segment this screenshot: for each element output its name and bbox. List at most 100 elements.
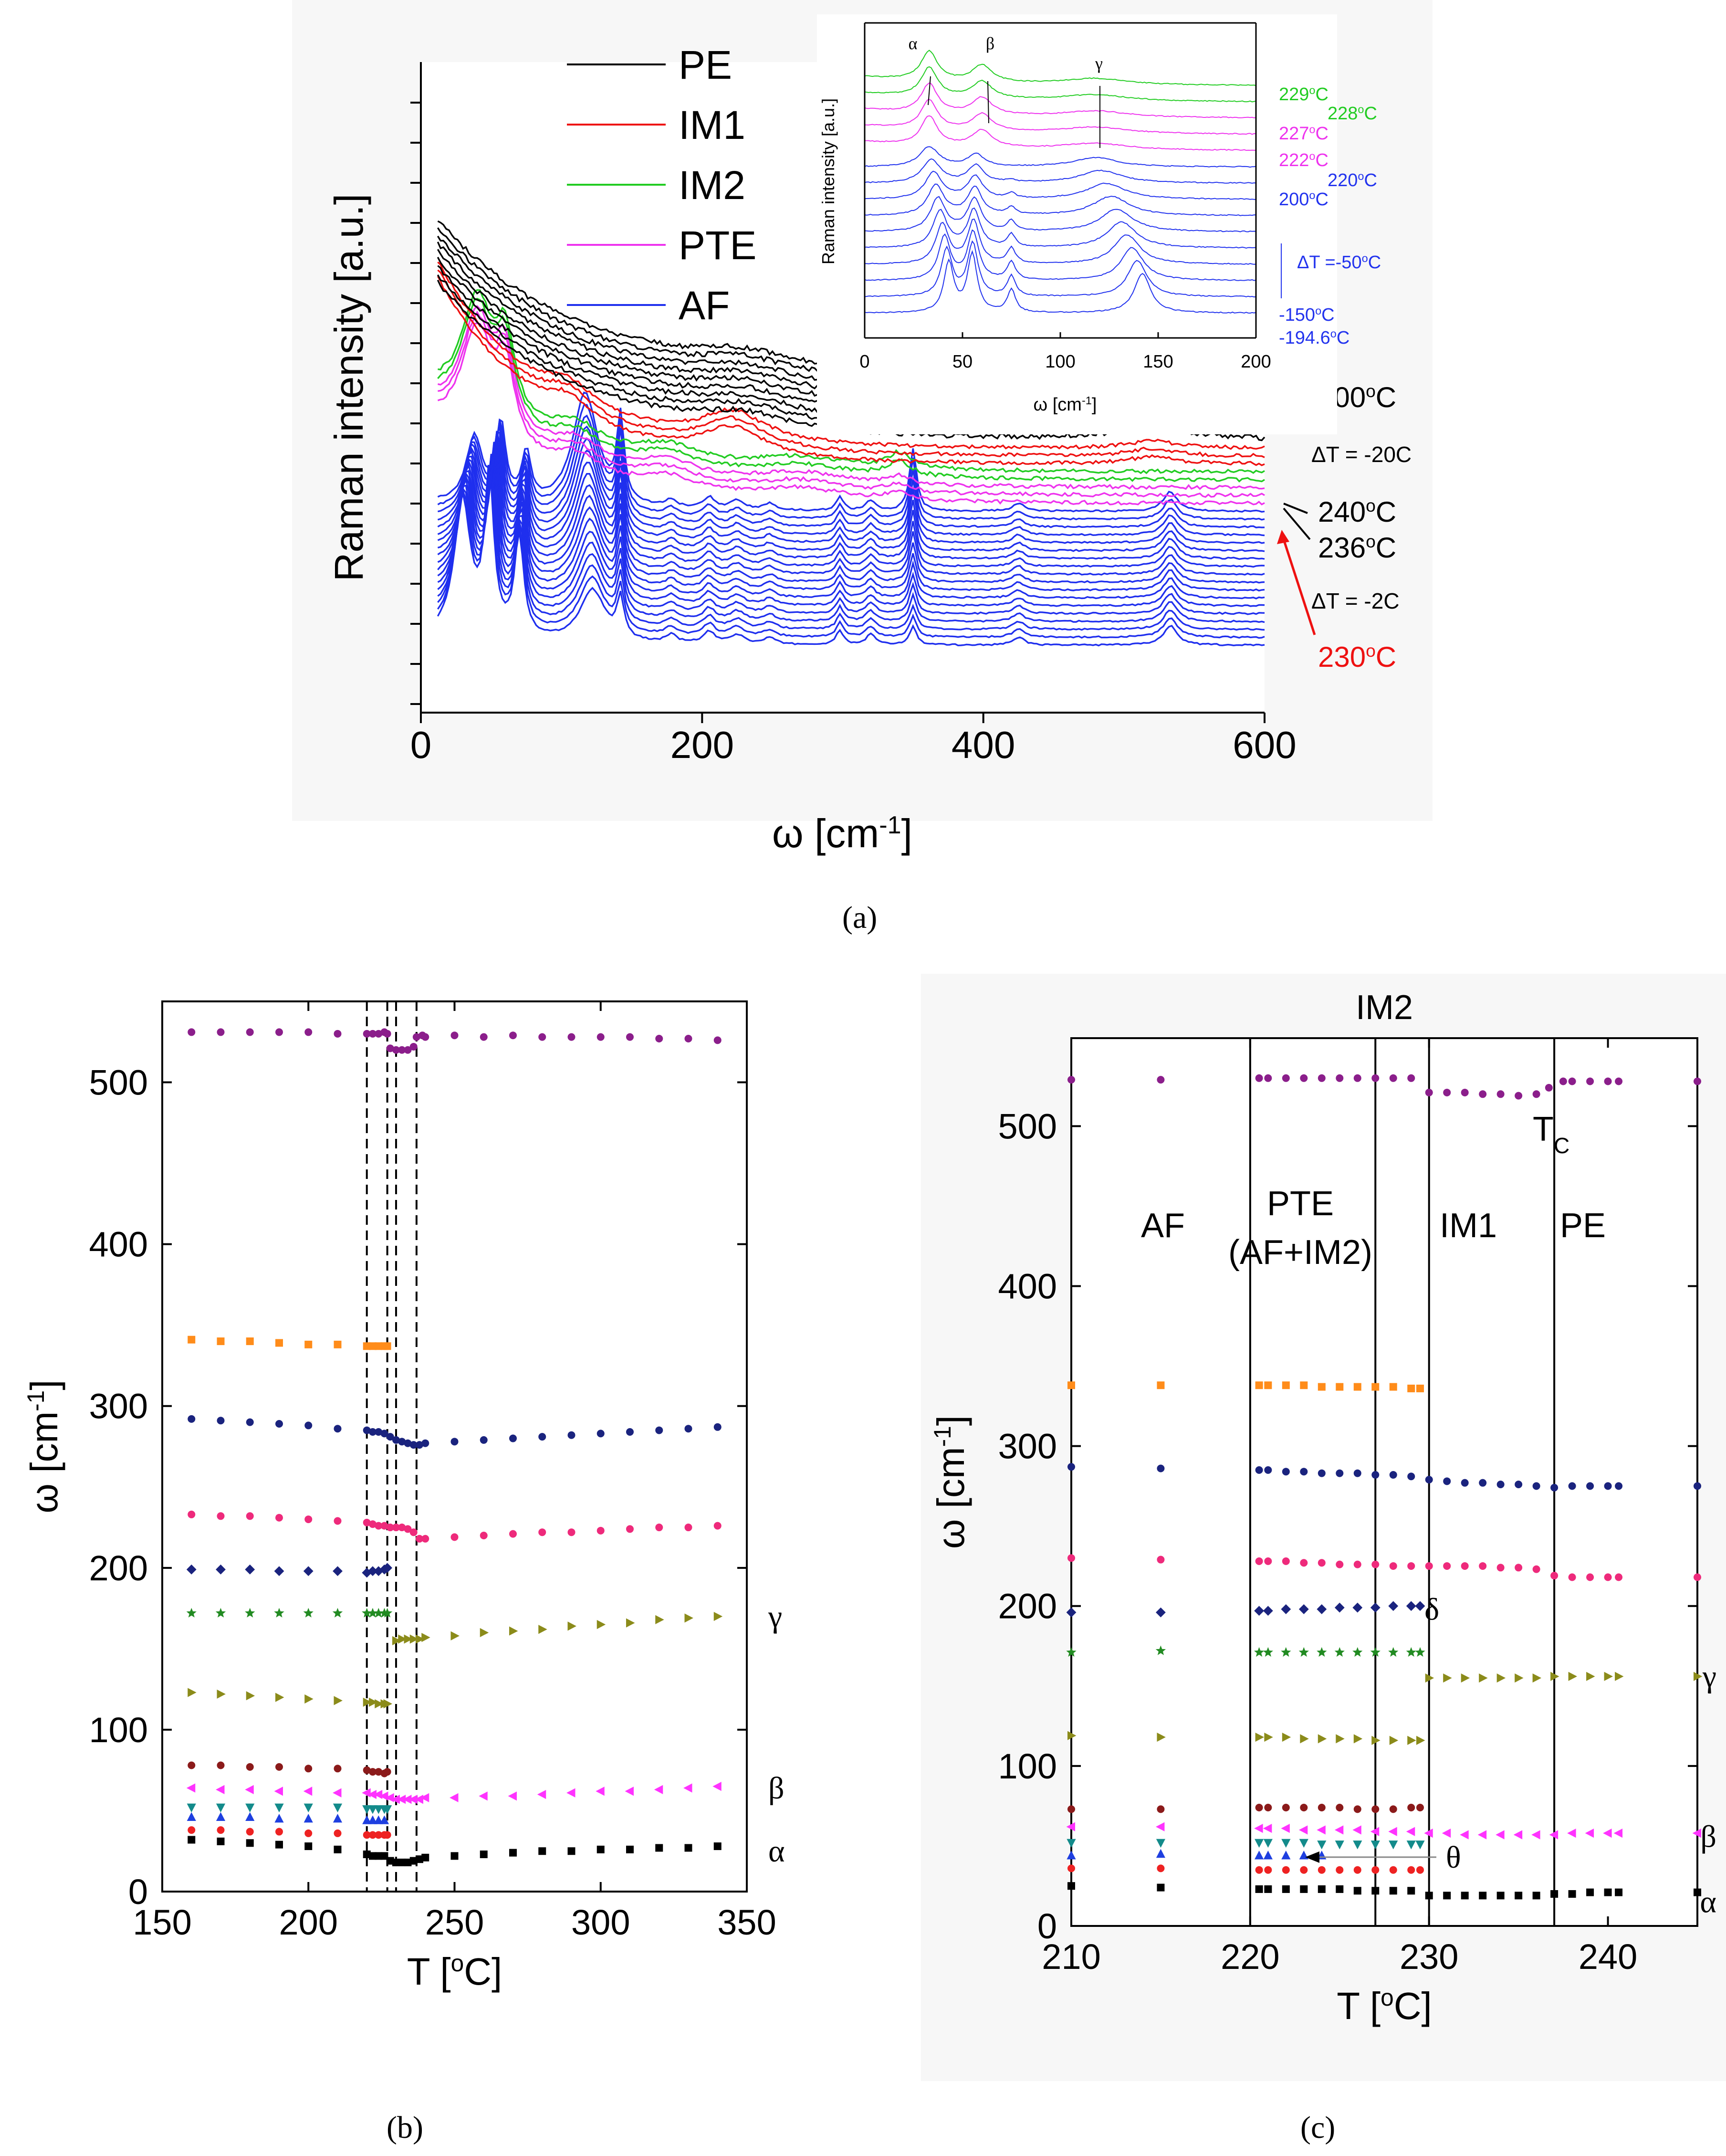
markers xyxy=(186,1028,723,1866)
marker-diamond xyxy=(1406,1601,1416,1611)
marker-triangle-left xyxy=(683,1783,692,1793)
marker-triangle-down xyxy=(187,1803,196,1813)
label-part: o xyxy=(1362,252,1368,264)
marker-triangle-right xyxy=(1461,1673,1470,1683)
marker-diamond xyxy=(367,1566,378,1576)
series-series_alpha xyxy=(188,1836,722,1866)
marker-circle xyxy=(1067,1864,1075,1872)
label-part: C xyxy=(1376,532,1396,564)
marker-square xyxy=(626,1845,634,1853)
marker-square xyxy=(404,1858,412,1866)
inset: 0 50 100 150 200 ω [cm-1] Raman intensity [a.u… xyxy=(817,14,1381,434)
marker-circle xyxy=(246,1828,254,1836)
marker-circle xyxy=(380,1430,388,1438)
inset-temperature-label: -194.6oC xyxy=(1279,327,1349,348)
marker-square xyxy=(1157,1381,1165,1389)
marker-triangle-left xyxy=(1317,1825,1326,1835)
label-part: C xyxy=(1316,150,1328,170)
spectrum-af xyxy=(437,464,1265,647)
marker-triangle-right xyxy=(1568,1672,1577,1681)
marker-triangle-up xyxy=(1156,1849,1166,1858)
marker-triangle-down xyxy=(1406,1840,1416,1850)
marker-circle xyxy=(1255,1866,1263,1874)
marker-triangle-right xyxy=(1264,1732,1273,1742)
marker-diamond xyxy=(1156,1607,1166,1618)
marker-square xyxy=(1336,1383,1344,1391)
caption-a: (a) xyxy=(842,900,878,935)
label-part: o xyxy=(1330,327,1337,340)
marker-triangle-left xyxy=(450,1793,459,1802)
marker-diamond xyxy=(1254,1606,1264,1616)
plot-frame xyxy=(1070,1037,1698,1927)
marker-triangle-left xyxy=(1460,1830,1469,1840)
marker-circle xyxy=(363,1030,371,1038)
y-tick-label: 300 xyxy=(89,1387,148,1426)
marker-triangle-up xyxy=(187,1812,196,1821)
marker-triangle-right xyxy=(1416,1735,1425,1745)
marker-triangle-left xyxy=(414,1795,423,1804)
marker-circle xyxy=(304,1421,313,1430)
marker-circle xyxy=(1371,1560,1380,1568)
marker-star xyxy=(1406,1647,1416,1657)
spectrum-af xyxy=(437,391,1265,513)
label-part: o xyxy=(1366,641,1376,661)
label-part: 230 xyxy=(1318,641,1366,673)
marker-triangle-left xyxy=(1298,1825,1308,1835)
marker-triangle-right xyxy=(369,1697,378,1707)
marker-diamond xyxy=(1370,1602,1381,1613)
marker-triangle-left xyxy=(1406,1827,1415,1836)
marker-circle xyxy=(421,1535,429,1543)
marker-triangle-down xyxy=(1353,1840,1362,1850)
inset-x-tick-label: 100 xyxy=(1045,352,1075,372)
marker-circle xyxy=(1157,1805,1165,1813)
marker-square xyxy=(1264,1381,1272,1389)
marker-square xyxy=(1479,1892,1487,1900)
marker-circle xyxy=(713,1522,722,1530)
marker-circle xyxy=(1694,1077,1701,1085)
marker-circle xyxy=(404,1046,412,1054)
label-part: 240 xyxy=(1318,496,1366,528)
label-part: C xyxy=(1316,84,1328,105)
marker-diamond xyxy=(1317,1604,1327,1614)
marker-triangle-left xyxy=(566,1788,575,1798)
label-part: ω [cm xyxy=(23,1411,65,1514)
marker-triangle-left xyxy=(408,1795,418,1804)
marker-triangle-up xyxy=(362,1815,372,1824)
marker-square xyxy=(1515,1892,1523,1900)
marker-triangle-left xyxy=(367,1789,377,1799)
marker-circle xyxy=(1282,1804,1290,1811)
marker-circle xyxy=(375,1428,383,1436)
marker-circle xyxy=(1336,1469,1344,1477)
spectrum-im2 xyxy=(437,297,1265,483)
marker-triangle-right xyxy=(1157,1732,1166,1742)
marker-square xyxy=(369,1852,377,1860)
marker-square xyxy=(1300,1381,1308,1389)
marker-triangle-left xyxy=(1513,1830,1523,1840)
label-part: 229 xyxy=(1279,84,1309,105)
marker-triangle-up xyxy=(1281,1851,1291,1860)
marker-circle xyxy=(375,1768,383,1776)
marker-square xyxy=(1425,1892,1433,1900)
marker-circle xyxy=(275,1763,283,1771)
marker-circle xyxy=(1425,1088,1433,1096)
marker-triangle-right xyxy=(246,1691,255,1701)
marker-triangle-right xyxy=(421,1633,430,1642)
label-part: -150 xyxy=(1279,305,1315,325)
marker-circle xyxy=(334,1829,342,1837)
marker-circle xyxy=(1461,1562,1469,1570)
marker-circle xyxy=(1353,1866,1361,1874)
marker-circle xyxy=(386,1524,394,1532)
marker-circle xyxy=(509,1031,517,1040)
marker-square xyxy=(1604,1888,1612,1896)
marker-triangle-right xyxy=(567,1621,576,1631)
marker-diamond xyxy=(186,1564,197,1575)
marker-diamond xyxy=(373,1566,384,1576)
marker-circle xyxy=(217,1761,225,1769)
label-part: -194.6 xyxy=(1279,328,1330,348)
marker-circle xyxy=(1067,1076,1075,1084)
marker-circle xyxy=(375,1030,383,1038)
marker-square xyxy=(217,1337,225,1346)
marker-diamond xyxy=(1298,1604,1309,1614)
marker-triangle-down xyxy=(1263,1839,1273,1848)
marker-triangle-left xyxy=(333,1788,342,1798)
